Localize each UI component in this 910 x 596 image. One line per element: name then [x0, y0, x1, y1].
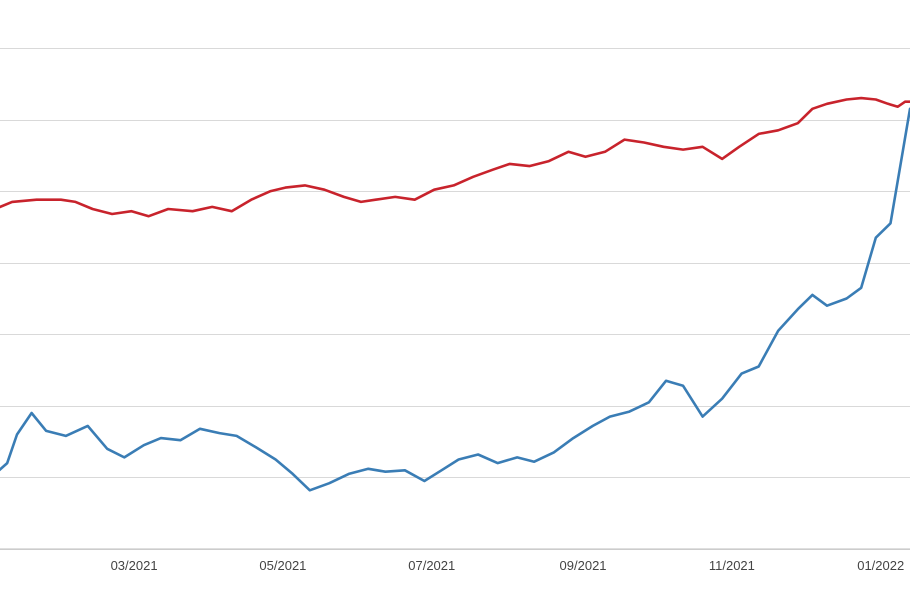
y-gridlines [0, 48, 910, 550]
series-line-0 [0, 96, 910, 218]
x-tick-label: 03/2021 [111, 558, 158, 573]
x-tick-label: 07/2021 [408, 558, 455, 573]
x-tick-label: 11/2021 [709, 558, 755, 573]
series-line-1 [0, 107, 910, 492]
x-tick-label: 09/2021 [560, 558, 607, 573]
x-tick-label: 01/2022 [857, 558, 904, 573]
series-group [0, 96, 910, 492]
x-tick-label: 05/2021 [259, 558, 306, 573]
x-tick-labels: 03/2021 05/2021 07/2021 09/2021 11/2021 01/20… [111, 558, 905, 573]
